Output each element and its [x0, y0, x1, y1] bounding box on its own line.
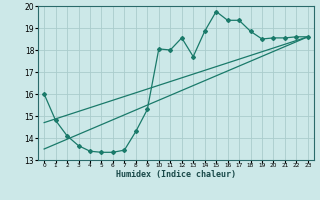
X-axis label: Humidex (Indice chaleur): Humidex (Indice chaleur): [116, 170, 236, 179]
